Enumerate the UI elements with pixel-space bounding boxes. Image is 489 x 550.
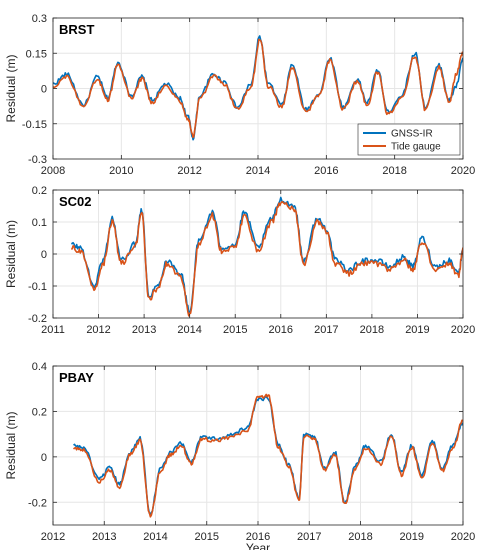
panel-brst: 2008 2010 2012 2014 2016 2018 2020 -0.3 -0.15 0 0.… [4,13,475,177]
x-tick-label: 2014 [177,324,201,336]
legend-entry: Tide gauge [391,142,441,153]
x-tick-label: 2010 [109,165,133,177]
x-tick-label: 2014 [143,531,167,543]
y-tick-label: -0.2 [28,313,47,325]
series-line-gnss-ir [73,396,463,515]
x-tick-label: 2016 [269,324,293,336]
x-tick-label: 2018 [348,531,372,543]
y-tick-label: 0.2 [32,185,47,197]
panel-pbay: 2012 2013 2014 2015 2016 2017 2018 2019 2020 -0.2… [4,361,475,550]
x-tick-label: 2016 [246,531,270,543]
y-tick-label: 0.4 [32,361,47,373]
y-tick-label: 0.1 [32,217,47,229]
x-tick-label: 2019 [405,324,429,336]
station-label: BRST [59,22,94,37]
y-tick-label: -0.2 [28,497,47,509]
legend-box [357,123,461,156]
x-tick-label: 2008 [41,165,65,177]
y-tick-label: 0.2 [32,406,47,418]
series-line-gnss-ir [71,196,463,314]
x-tick-label: 2018 [382,165,406,177]
x-tick-label: 2020 [451,531,475,543]
y-tick-label: 0 [41,249,47,261]
x-tick-label: 2014 [246,165,270,177]
x-tick-label: 2013 [132,324,156,336]
x-axis-label: Year [246,541,270,550]
y-tick-label: 0 [41,84,47,96]
x-tick-label: 2012 [177,165,201,177]
x-tick-label: 2020 [451,165,475,177]
x-tick-label: 2012 [41,531,65,543]
x-tick-label: 2017 [297,531,321,543]
series-line-tide-gauge [72,393,463,518]
x-tick-label: 2015 [195,531,219,543]
panel-sc02: 2011 2012 2013 2014 2015 2016 2017 2018 2019 2020… [4,185,475,336]
x-tick-label: 2017 [314,324,338,336]
series-line-tide-gauge [71,200,463,317]
y-tick-label: 0 [41,452,47,464]
y-tick-label: 0.15 [26,48,47,60]
x-tick-label: 2020 [451,324,475,336]
y-tick-label: 0.3 [32,13,47,25]
y-tick-label: -0.1 [28,281,47,293]
y-tick-label: -0.15 [22,119,47,131]
y-tick-label: -0.3 [28,154,47,166]
station-label: PBAY [59,370,94,385]
x-tick-label: 2016 [314,165,338,177]
series-line-tide-gauge [53,38,463,139]
legend-entry: GNSS-IR [391,129,433,140]
x-tick-label: 2011 [41,324,65,336]
x-tick-label: 2015 [223,324,247,336]
y-axis-label: Residual (m) [4,411,18,479]
station-label: SC02 [59,194,92,209]
x-tick-label: 2019 [400,531,424,543]
y-axis-label: Residual (m) [4,54,18,122]
x-tick-label: 2018 [360,324,384,336]
x-tick-label: 2012 [86,324,110,336]
y-axis-label: Residual (m) [4,220,18,288]
x-tick-label: 2013 [92,531,116,543]
